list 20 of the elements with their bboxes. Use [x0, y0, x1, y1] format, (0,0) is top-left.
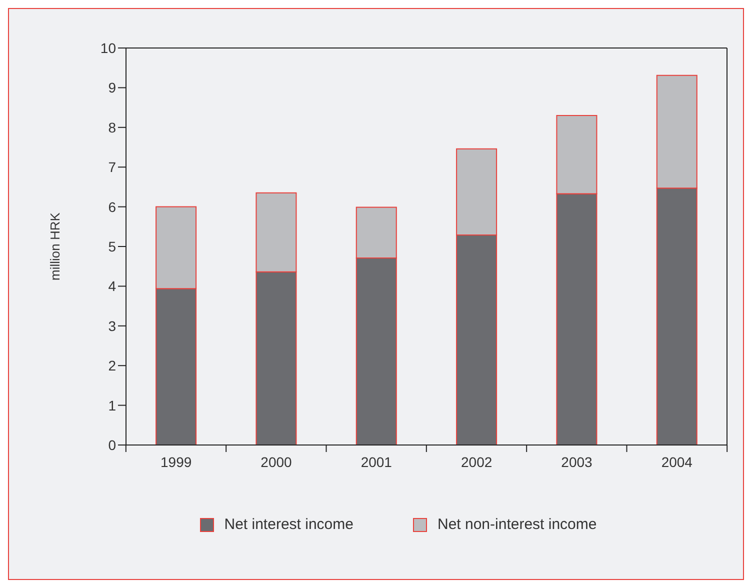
x-tick-label: 2003	[561, 454, 593, 470]
y-tick-label: 3	[108, 318, 116, 334]
x-tick-label: 2004	[661, 454, 693, 470]
y-tick-label: 10	[100, 40, 116, 56]
legend-label: Net interest income	[223, 516, 354, 533]
y-tick-label: 4	[108, 278, 116, 294]
y-tick-label: 2	[108, 358, 116, 374]
x-tick-label: 2001	[360, 454, 392, 470]
y-tick-label: 1	[108, 397, 116, 414]
legend-label: Net non-interest income	[436, 516, 597, 533]
y-tick-label: 6	[108, 198, 116, 215]
x-tick-label: 1999	[160, 454, 192, 470]
x-tick-label: 2002	[461, 454, 492, 470]
y-tick-label: 9	[108, 80, 116, 96]
y-tick-label: 7	[108, 159, 116, 176]
y-tick-label: 0	[108, 436, 116, 453]
x-tick-label: 2000	[260, 454, 292, 470]
y-axis-title: million HRK	[48, 212, 63, 280]
y-tick-label: 8	[108, 119, 116, 136]
y-tick-label: 5	[108, 238, 116, 254]
